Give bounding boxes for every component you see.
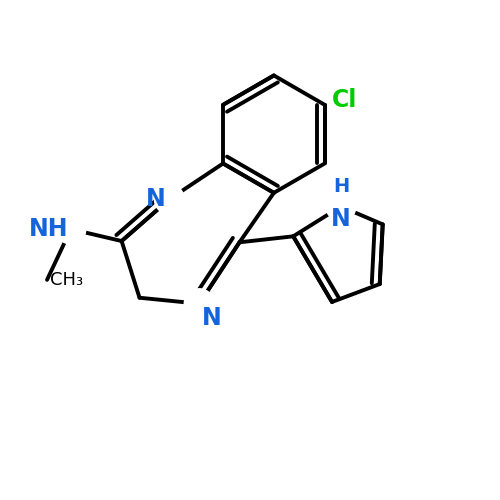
- Circle shape: [184, 289, 214, 318]
- Circle shape: [154, 184, 184, 214]
- Text: Cl: Cl: [332, 88, 357, 112]
- Text: H: H: [333, 176, 349, 196]
- Text: N: N: [202, 306, 222, 330]
- Text: NH: NH: [29, 217, 68, 241]
- Text: N: N: [146, 188, 166, 212]
- Circle shape: [326, 192, 356, 222]
- Text: CH₃: CH₃: [50, 271, 82, 289]
- Text: N: N: [331, 208, 351, 232]
- Circle shape: [56, 214, 86, 244]
